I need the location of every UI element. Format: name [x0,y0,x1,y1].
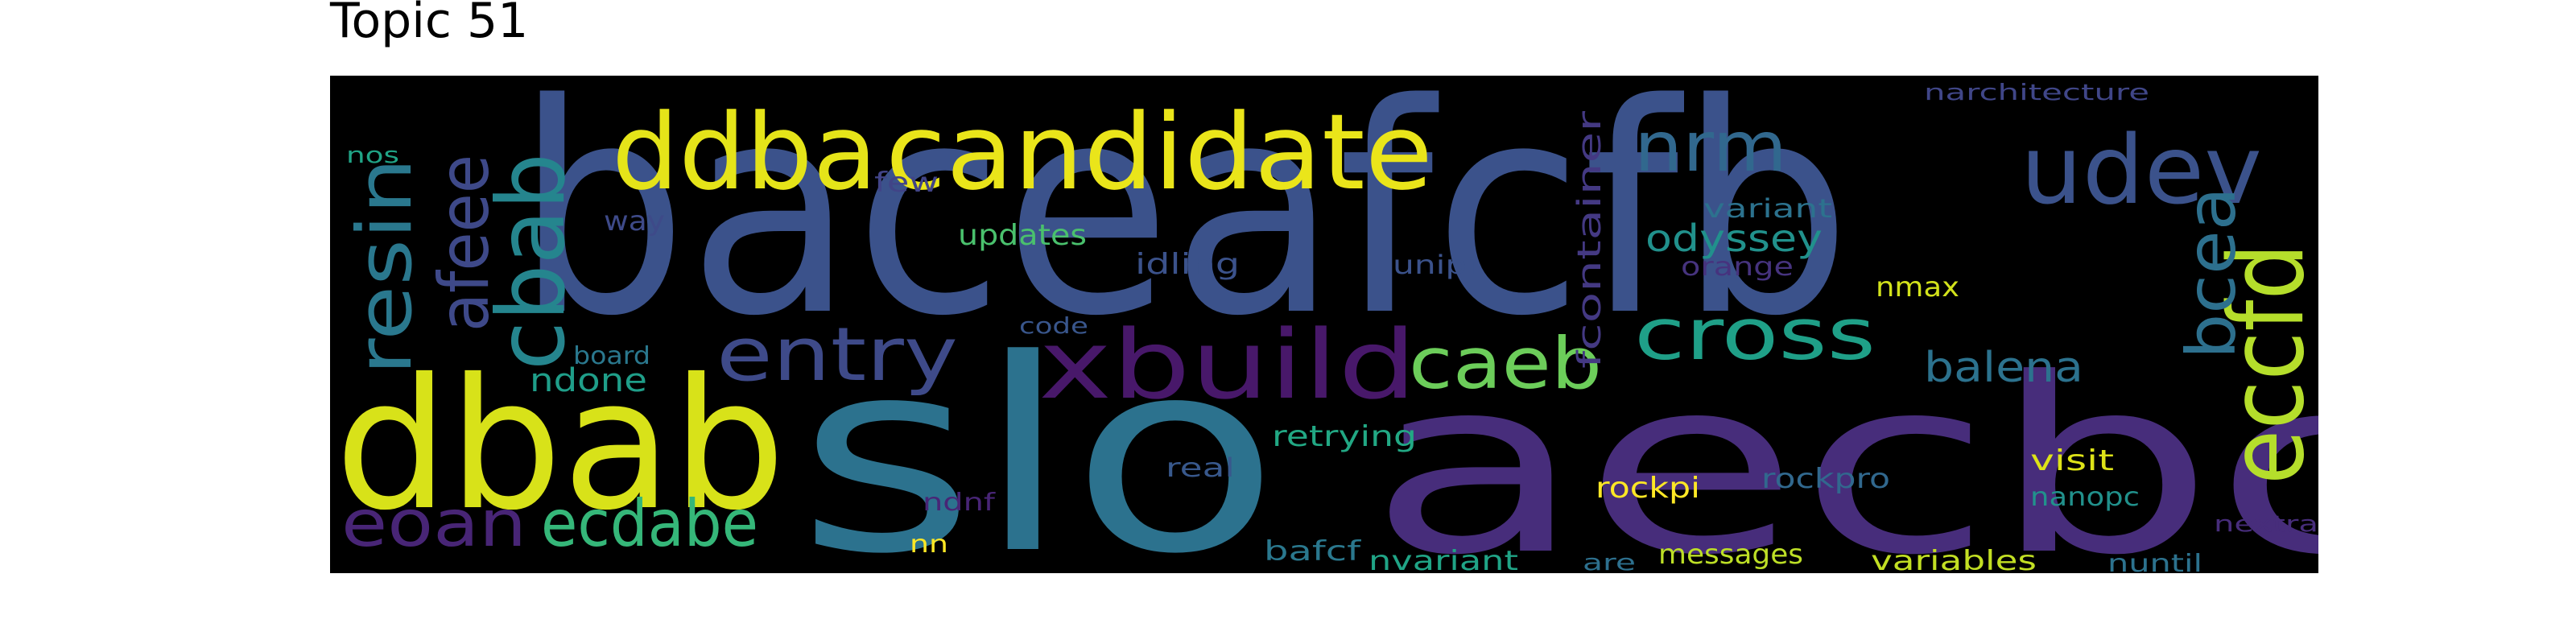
figure-title: Topic 51 [330,0,529,49]
word-entry: entry [716,312,958,398]
word-cbab: cbab [477,153,586,370]
word-resin: resin [341,158,429,375]
word-cross: cross [1634,293,1876,376]
word-narchitecture: narchitecture [1924,79,2149,105]
word-few: few [874,167,939,199]
word-nvariant: nvariant [1368,545,1518,573]
word-are: are [1583,549,1636,573]
word-dbab: dbab [335,340,786,550]
word-ndnf: ndnf [923,489,997,517]
word-fcontainer: fcontainer [1571,110,1608,369]
word-orange: orange [1681,251,1794,282]
word-visit: visit [2030,444,2114,477]
word-ecdabe: ecdabe [541,486,758,561]
word-aecbc: aecbc [1368,327,2318,573]
word-board: board [573,342,650,370]
word-nuntil: nuntil [2107,550,2202,573]
word-slo: slo [797,303,1280,573]
word-balena: balena [1924,344,2083,392]
word-updates: updates [958,219,1087,252]
word-nmax: nmax [1876,271,1959,303]
word-real: real [1166,452,1235,483]
word-nextra: nextra [2214,510,2318,537]
word-rockpi: rockpi [1596,472,1700,505]
word-caeb: caeb [1409,322,1602,405]
word-bafcf: bafcf [1264,535,1361,568]
word-nn: nn [910,530,948,559]
word-xbuild: xbuild [1038,309,1417,420]
word-bcea: bcea [2172,187,2251,359]
word-nanopc: nanopc [2030,481,2140,512]
word-baceafcfb: baceafcfb [515,76,1852,379]
word-retrying: retrying [1272,420,1417,453]
word-way: way [604,205,665,237]
word-ndone: ndone [530,362,647,399]
word-variables: variables [1871,545,2037,573]
word-rockpro: rockpro [1761,463,1890,495]
word-candidate: candidate [886,91,1433,213]
word-odyssey: odyssey [1645,217,1823,260]
word-code: code [1019,312,1088,339]
word-eoan: eoan [341,486,526,561]
word-variant: variant [1703,193,1832,224]
word-unipi: unipi [1393,250,1476,280]
word-afeee: afeee [424,155,505,332]
word-nrm: nrm [1634,107,1787,188]
word-nos: nos [346,142,399,168]
word-udev: udev [2021,114,2262,225]
word-messages: messages [1658,539,1803,571]
word-ddba: ddba [612,91,877,213]
word-cloud: baceafcfb aecbc slo dbab candidate ddba xbuild… [330,76,2318,573]
word-idling: idling [1135,248,1240,281]
word-eccfd: eccfd [2207,243,2318,485]
